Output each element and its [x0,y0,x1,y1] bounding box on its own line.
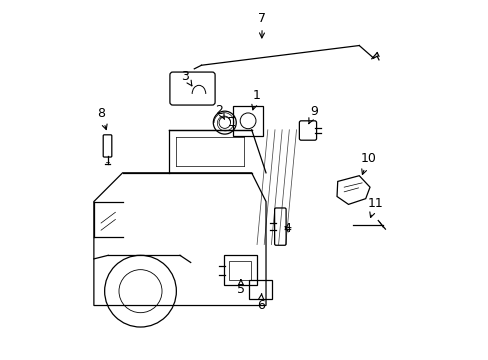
Text: 6: 6 [256,293,264,312]
Text: 7: 7 [258,12,266,38]
Text: 3: 3 [181,69,191,86]
Text: 11: 11 [367,197,383,217]
Text: 1: 1 [251,89,261,110]
Text: 2: 2 [215,104,224,120]
Text: 8: 8 [97,107,107,130]
Text: 9: 9 [308,105,318,124]
Text: 4: 4 [283,222,291,235]
Text: 10: 10 [360,152,375,175]
Text: 5: 5 [236,280,244,296]
